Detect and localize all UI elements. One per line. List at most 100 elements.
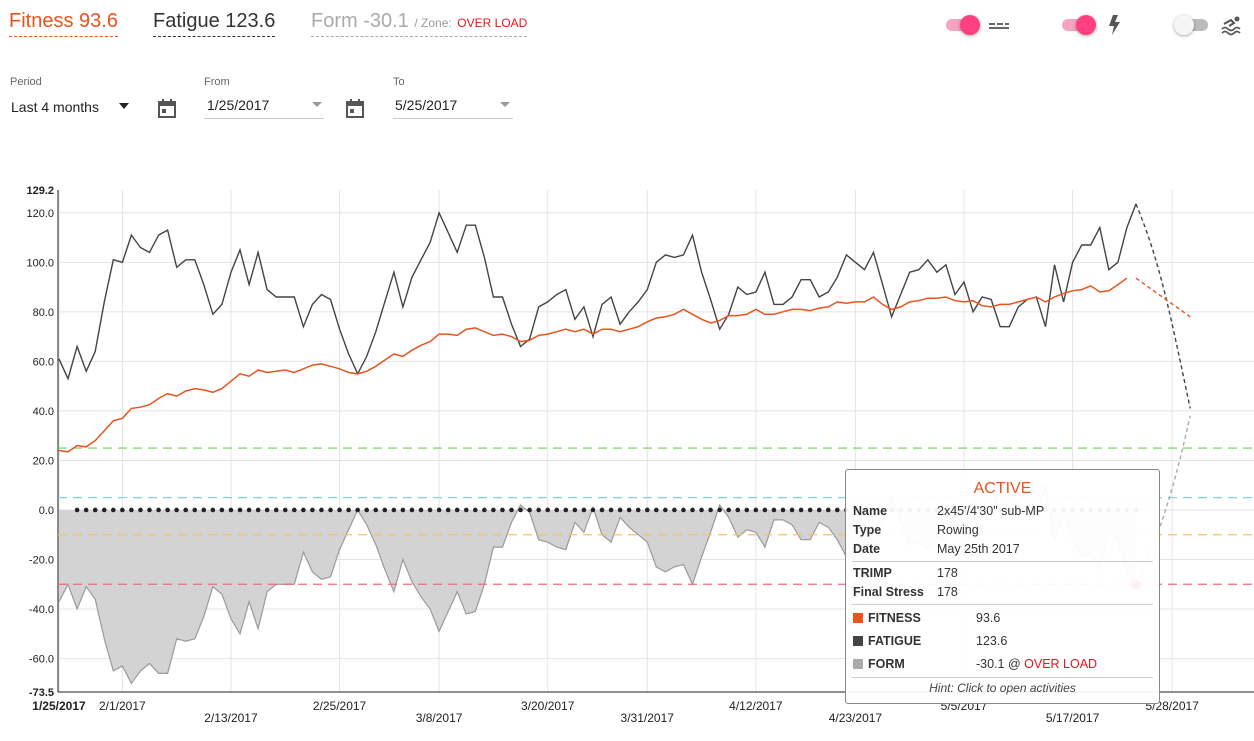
activity-dot [301, 507, 306, 513]
calendar-to-icon[interactable] [345, 98, 365, 120]
activity-dot [310, 507, 315, 513]
activity-dot [635, 507, 641, 513]
y-tick-label: 80.0 [33, 307, 54, 319]
activity-dot [735, 507, 741, 513]
to-dropdown-caret-icon[interactable] [500, 102, 510, 107]
activity-dot [491, 507, 496, 513]
tooltip-title: ACTIVE [973, 480, 1032, 497]
activity-dot [445, 507, 451, 513]
x-tick-label: 2/1/2017 [99, 699, 146, 713]
activity-dot [292, 507, 297, 513]
activity-dot [355, 507, 360, 513]
to-date-input[interactable]: 5/25/2017 [393, 97, 513, 119]
y-tick-label: 0.0 [39, 505, 54, 517]
activity-dot [663, 507, 668, 513]
fatigue-line [58, 203, 1137, 381]
y-max-label: 129.2 [26, 185, 54, 197]
zone-label: / Zone: [414, 16, 452, 30]
activity-dot [545, 507, 550, 513]
fitness-header[interactable]: Fitness 93.6 [9, 10, 118, 37]
tooltip-form-zone: OVER LOAD [1024, 657, 1098, 671]
period-select[interactable]: Last 4 months [11, 99, 137, 120]
activity-dot [192, 507, 198, 513]
y-tick-label: 60.0 [33, 356, 54, 368]
activity-dot [672, 507, 677, 513]
activity-dot [681, 507, 686, 513]
power-toggle[interactable] [1060, 14, 1096, 35]
y-tick-label: -60.0 [29, 654, 54, 666]
activity-dot [400, 507, 406, 513]
x-tick-label: 2/25/2017 [313, 699, 367, 713]
activity-tooltip[interactable]: ACTIVE Name 2x45'/4'30" sub-MP Type Rowing… [845, 469, 1160, 704]
x-tick-label: 2/13/2017 [204, 711, 258, 725]
swim-toggle[interactable] [1174, 14, 1210, 35]
activity-dot [599, 507, 605, 513]
activity-dot [264, 507, 270, 513]
x-tick-label: 1/25/2017 [32, 699, 86, 713]
activity-dot [273, 507, 279, 513]
activity-dot [473, 507, 478, 513]
tooltip-stress-label: Final Stress [853, 585, 924, 599]
activity-dot [527, 507, 532, 513]
fatigue-projection-line [1135, 203, 1191, 409]
activity-dot [835, 507, 840, 513]
activity-dot [717, 507, 722, 513]
tooltip-type-label: Type [853, 523, 882, 537]
tooltip-form-value: -30.1 @ [976, 657, 1021, 671]
y-tick-label: 40.0 [33, 406, 54, 418]
calendar-from-icon[interactable] [157, 98, 177, 120]
activity-dot [120, 507, 125, 513]
activity-dot [183, 507, 188, 513]
y-tick-label: 100.0 [26, 257, 54, 269]
activity-dot [382, 507, 388, 513]
activity-dot [111, 507, 116, 513]
tooltip-trimp-label: TRIMP [853, 566, 892, 580]
activity-dot [427, 507, 433, 513]
activity-dot [798, 507, 804, 513]
activity-dot [699, 507, 704, 513]
activity-dot [690, 507, 695, 513]
tooltip-date-label: Date [853, 542, 881, 556]
heart-rate-lines-icon [989, 23, 1009, 29]
activity-dot [101, 507, 107, 513]
from-date-input[interactable]: 1/25/2017 [204, 97, 324, 119]
activity-dot [219, 507, 225, 513]
activity-dot [364, 507, 370, 513]
x-tick-label: 3/31/2017 [621, 711, 675, 725]
from-label: From [204, 76, 230, 88]
activity-dot [391, 507, 397, 513]
tooltip-fatigue-label: FATIGUE [868, 634, 922, 648]
tooltip-fitness-value: 93.6 [976, 611, 1001, 625]
from-dropdown-caret-icon[interactable] [312, 102, 322, 107]
activity-dot [581, 507, 587, 513]
heart-rate-toggle[interactable] [944, 14, 980, 35]
activity-dot [138, 507, 143, 513]
activity-dot [753, 507, 759, 513]
tooltip-name-label: Name [853, 504, 888, 518]
activity-dot [409, 507, 415, 513]
activity-dot [147, 507, 152, 513]
activity-dot [418, 507, 424, 513]
fatigue-header[interactable]: Fatigue 123.6 [153, 10, 276, 37]
activity-dot [726, 507, 731, 513]
activity-dot [816, 507, 822, 513]
activity-dot [654, 507, 659, 513]
activity-dot [201, 507, 207, 513]
activity-dot [572, 507, 578, 513]
activity-dot [626, 507, 632, 513]
activity-dot [237, 507, 243, 513]
period-dropdown-caret-icon[interactable] [119, 103, 129, 109]
activity-dot [174, 507, 179, 513]
activity-dot [454, 507, 460, 513]
activity-dot [282, 507, 288, 513]
activity-dot [807, 507, 813, 513]
tooltip-type-value: Rowing [937, 523, 979, 537]
activity-dot [319, 507, 324, 513]
lightning-icon [1109, 15, 1120, 35]
y-tick-label: 20.0 [33, 455, 54, 467]
tooltip-hint: Hint: Click to open activities [929, 681, 1076, 695]
activity-dot [789, 507, 795, 513]
form-header[interactable]: Form -30.1 / Zone: OVER LOAD [311, 10, 528, 37]
x-tick-label: 5/17/2017 [1046, 711, 1100, 725]
x-tick-label: 4/23/2017 [829, 711, 883, 725]
